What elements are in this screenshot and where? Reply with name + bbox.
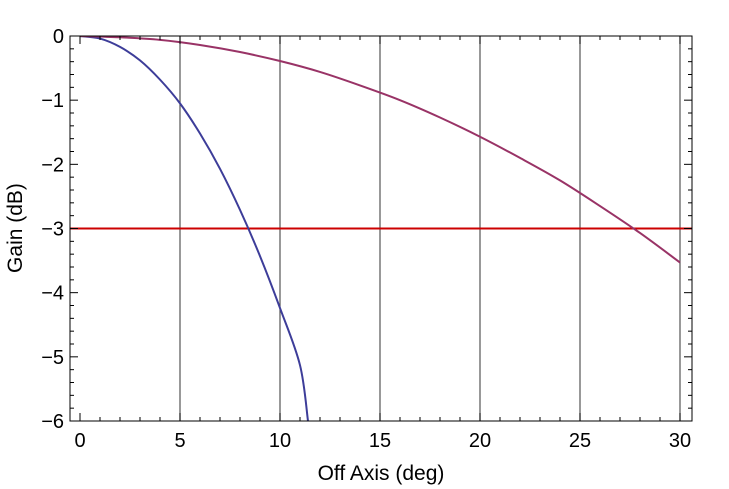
axis-ticks — [70, 35, 692, 422]
x-tick-label-5: 5 — [174, 430, 185, 452]
series-line-0 — [79, 36, 309, 421]
y-tick-label-3: −3 — [41, 219, 64, 241]
x-tick-label-30: 30 — [669, 430, 691, 452]
x-axis-label: Off Axis (deg) — [318, 462, 445, 485]
y-tick-label-0: 0 — [53, 26, 64, 48]
x-tick-label-20: 20 — [469, 430, 491, 452]
y-tick-label-4: −4 — [41, 283, 64, 305]
x-tick-label-15: 15 — [369, 430, 391, 452]
y-tick-label-1: −1 — [41, 90, 64, 112]
y-tick-label-2: −2 — [41, 154, 64, 176]
x-tick-label-25: 25 — [569, 430, 591, 452]
y-tick-label-5: −5 — [41, 347, 64, 369]
x-tick-label-0: 0 — [74, 430, 85, 452]
y-tick-label-6: −6 — [41, 411, 64, 433]
y-axis-label: Gain (dB) — [4, 183, 27, 273]
tick-labels: 0 5 10 15 20 25 30 0 −1 −2 −3 −4 −5 −6 — [41, 26, 691, 452]
x-tick-label-10: 10 — [269, 430, 291, 452]
